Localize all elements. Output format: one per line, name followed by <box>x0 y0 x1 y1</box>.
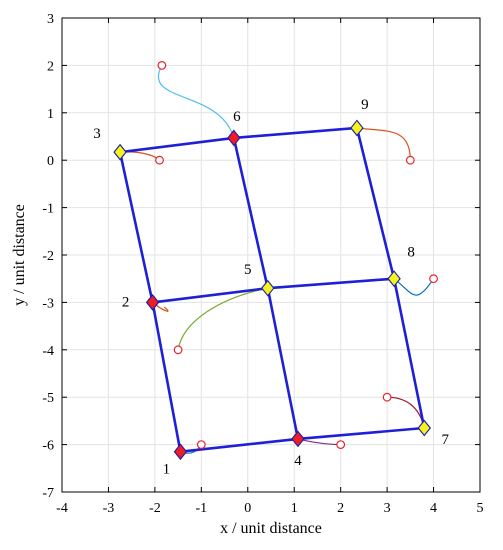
y-tick-label: 3 <box>47 12 54 27</box>
edge-3-2 <box>118 150 154 304</box>
edge-4-7 <box>296 426 426 441</box>
node-marker-2 <box>145 294 160 311</box>
y-tick-label: -4 <box>42 344 54 359</box>
edge-2-5 <box>151 286 270 304</box>
start-marker-5 <box>173 345 183 355</box>
y-tick-label: -5 <box>42 391 54 406</box>
y-tick-label: 2 <box>47 59 54 74</box>
y-tick-label: -1 <box>42 202 54 217</box>
edge-2-1 <box>151 301 182 454</box>
x-tick-label: 3 <box>384 501 391 516</box>
x-tick-label: 2 <box>337 501 344 516</box>
start-marker-1 <box>196 440 206 450</box>
node-label-4: 4 <box>294 453 302 469</box>
edge-5-8 <box>266 277 396 290</box>
x-tick-label: -1 <box>195 501 207 516</box>
x-tick-label: 5 <box>477 501 484 516</box>
node-marker-1 <box>173 443 188 461</box>
start-marker-8 <box>429 274 438 284</box>
grid-edges <box>118 126 426 454</box>
start-marker-9 <box>405 155 415 165</box>
edge-1-4 <box>179 437 300 454</box>
x-tick-label: -4 <box>56 501 68 516</box>
node-label-5: 5 <box>244 262 252 278</box>
node-label-6: 6 <box>233 109 241 125</box>
node-marker-7 <box>417 419 431 437</box>
edge-6-5 <box>232 136 270 290</box>
node-markers <box>113 119 431 461</box>
trajectory-path-6 <box>157 65 235 139</box>
trajectory-path-5 <box>177 287 268 350</box>
trajectory-path-9 <box>356 127 411 161</box>
node-label-2: 2 <box>122 294 130 310</box>
node-label-3: 3 <box>93 126 101 142</box>
start-marker-4 <box>336 440 346 450</box>
node-labels: 1 2 3 4 5 6 7 8 9 <box>93 97 449 478</box>
start-markers <box>155 61 438 450</box>
x-tick-label: 1 <box>291 501 298 516</box>
grid <box>61 17 481 493</box>
x-tick-label: 4 <box>430 501 437 516</box>
y-tick-label: 0 <box>47 154 54 169</box>
y-axis-label: y / unit distance <box>11 204 28 306</box>
node-marker-9 <box>350 119 364 137</box>
x-tick-label: -3 <box>103 501 115 516</box>
edge-9-8 <box>355 126 396 281</box>
y-tick-label: -7 <box>42 486 54 501</box>
node-label-9: 9 <box>361 97 369 113</box>
x-axis-label: x / unit distance <box>220 520 322 537</box>
node-marker-8 <box>387 270 401 288</box>
trajectory-path-8 <box>393 278 435 296</box>
edge-6-9 <box>232 126 359 140</box>
ticks: -4 -3 -2 -1 0 1 2 3 4 5 -7 -6 -5 -4 -3 -2 -1 0 1 2 3 <box>42 12 483 516</box>
node-marker-4 <box>291 430 305 448</box>
x-tick-label: 0 <box>244 501 251 516</box>
edge-5-4 <box>266 286 300 441</box>
edge-8-7 <box>392 277 426 430</box>
start-marker-7 <box>382 392 392 402</box>
node-marker-5 <box>261 279 275 297</box>
y-tick-label: 1 <box>47 107 54 122</box>
node-label-8: 8 <box>407 245 415 261</box>
x-tick-label: -2 <box>149 501 161 516</box>
y-tick-label: -2 <box>42 249 54 264</box>
node-marker-3 <box>113 143 127 161</box>
node-label-1: 1 <box>163 462 171 478</box>
y-tick-label: -6 <box>42 439 54 454</box>
y-tick-label: -3 <box>42 296 54 311</box>
start-marker-3 <box>155 155 164 165</box>
edge-3-6 <box>118 136 236 154</box>
node-marker-6 <box>227 129 241 147</box>
start-marker-6 <box>157 61 167 70</box>
trajectory-path-3 <box>120 151 160 161</box>
node-label-7: 7 <box>442 432 450 448</box>
